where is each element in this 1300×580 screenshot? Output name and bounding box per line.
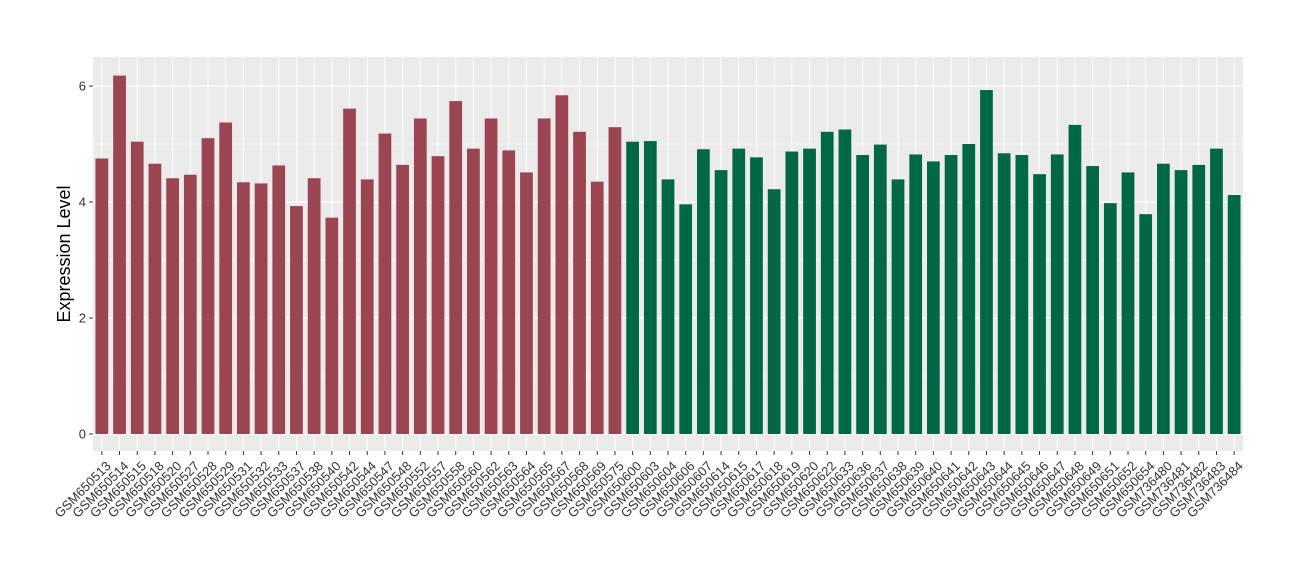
bar-gsm650638 [891, 179, 905, 434]
bar-gsm650633 [838, 129, 852, 434]
bar-gsm650548 [396, 164, 409, 434]
bar-gsm650644 [997, 153, 1011, 434]
bar-gsm736482 [1192, 164, 1206, 434]
bar-gsm650622 [820, 131, 834, 434]
bar-gsm650515 [130, 141, 144, 434]
bar-gsm650533 [272, 165, 286, 434]
bar-gsm650514 [113, 75, 126, 434]
bar-gsm650646 [1033, 174, 1046, 434]
bar-gsm650607 [697, 149, 710, 434]
bar-gsm650544 [360, 179, 374, 434]
bar-gsm650617 [750, 157, 763, 434]
y-tick-label: 6 [79, 79, 86, 94]
y-axis: 0 2 4 6 [79, 79, 93, 442]
bar-gsm650648 [1068, 124, 1082, 435]
y-axis-title: Expression Level [54, 185, 74, 322]
bar-gsm650575 [608, 127, 622, 435]
y-tick-label: 0 [79, 427, 86, 442]
bar-gsm650604 [661, 179, 675, 434]
bar-gsm650563 [502, 150, 516, 434]
bar-gsm736484 [1227, 195, 1241, 434]
bar-gsm650639 [909, 154, 923, 434]
bars [95, 75, 1241, 435]
bar-gsm650652 [1121, 172, 1135, 435]
bar-gsm650649 [1086, 166, 1099, 435]
bar-gsm650528 [201, 138, 215, 434]
bar-gsm650564 [520, 172, 533, 435]
bar-gsm650557 [431, 156, 445, 434]
bar-gsm650518 [148, 163, 162, 434]
bar-gsm650641 [944, 155, 958, 434]
bar-gsm650513 [95, 158, 109, 434]
bar-gsm650620 [803, 148, 816, 434]
bar-gsm650651 [1103, 203, 1117, 434]
y-tick-label: 4 [79, 195, 86, 210]
bar-gsm650560 [467, 148, 480, 434]
bar-gsm650615 [732, 148, 746, 434]
bar-gsm650520 [166, 178, 179, 434]
bar-gsm650614 [714, 170, 728, 434]
bar-gsm650568 [573, 131, 586, 434]
bar-gsm650542 [343, 108, 356, 435]
bar-gsm650603 [643, 141, 657, 434]
bar-gsm650538 [307, 178, 321, 434]
bar-gsm650619 [785, 151, 799, 435]
bar-gsm650636 [856, 155, 869, 434]
bar-gsm650552 [413, 118, 427, 434]
bar-gsm650567 [555, 95, 569, 434]
x-axis: GSM650513GSM650514GSM650515GSM650518GSM6… [52, 451, 1246, 521]
bar-gsm650529 [219, 122, 233, 434]
bar-gsm736480 [1157, 163, 1170, 434]
bar-gsm650558 [449, 101, 463, 434]
bar-gsm650547 [378, 133, 392, 434]
bar-gsm650531 [237, 182, 250, 434]
bar-gsm650600 [626, 141, 639, 434]
bar-gsm650537 [290, 206, 303, 434]
bar-gsm650654 [1139, 214, 1153, 434]
bar-gsm650562 [484, 118, 498, 434]
bar-gsm650643 [980, 90, 993, 434]
bar-gsm650540 [325, 217, 339, 434]
bar-gsm650532 [254, 183, 268, 434]
bar-gsm650645 [1015, 155, 1029, 434]
bar-gsm650642 [962, 144, 976, 434]
bar-gsm650565 [537, 118, 551, 434]
bar-gsm650569 [590, 181, 604, 434]
bar-gsm650606 [679, 204, 693, 434]
y-tick-label: 2 [79, 311, 86, 326]
bar-gsm650637 [873, 144, 887, 434]
bar-gsm736483 [1210, 148, 1223, 434]
bar-gsm650647 [1050, 154, 1064, 434]
bar-gsm650640 [927, 161, 940, 434]
bar-gsm650527 [183, 174, 197, 435]
bar-gsm736481 [1174, 170, 1188, 434]
bar-gsm650618 [767, 189, 781, 434]
